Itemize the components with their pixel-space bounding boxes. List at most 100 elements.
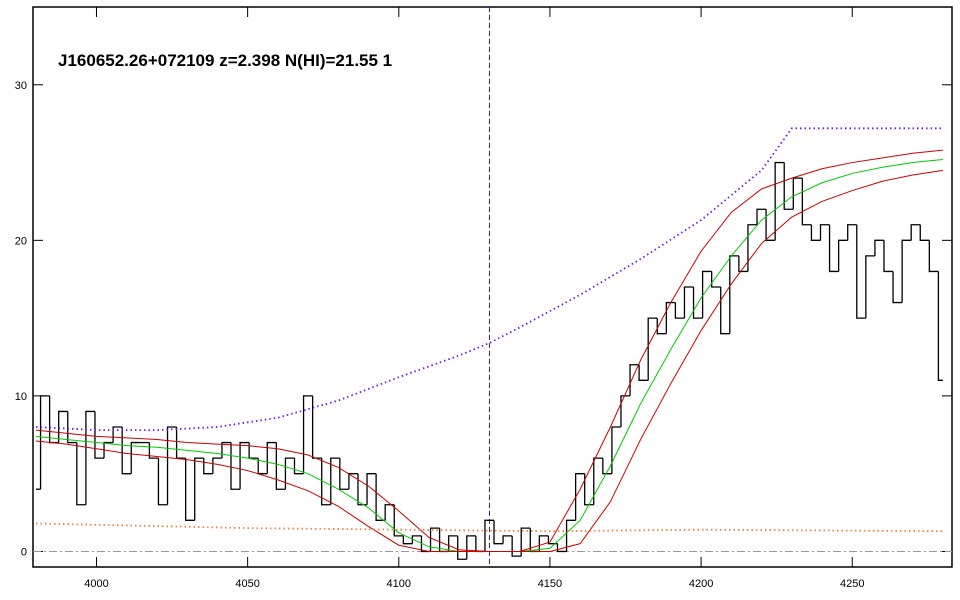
flux-step [366,473,377,505]
flux-step [847,224,857,241]
flux-step [611,426,621,474]
flux-step [166,426,177,505]
model-curve [35,169,944,552]
flux-step [683,286,694,319]
flux-step [565,519,576,552]
flux-step [747,224,758,272]
flux-step [475,535,485,553]
flux-step [212,457,222,474]
flux-step [348,473,358,490]
plot-frame [32,6,953,568]
flux-step [203,458,213,475]
x-tick-label: 4150 [538,578,562,590]
flux-step [302,395,313,474]
flux-step [910,224,921,241]
flux-step [194,457,204,521]
flux-step [810,224,821,241]
flux-step [701,270,712,319]
flux-step [819,224,830,241]
flux-step [674,302,685,319]
flux-step [928,240,939,273]
flux-step [311,395,322,459]
flux-step [157,458,168,506]
flux-step [148,442,159,459]
flux-step [856,224,866,319]
flux-step [538,535,549,552]
flux-step [402,535,413,545]
flux-step [393,504,404,537]
flux-step [48,395,59,444]
flux-step [321,458,331,506]
flux-step [774,161,785,241]
x-tick-label: 4250 [840,578,864,590]
flux-step [330,457,340,505]
flux-step [293,458,304,475]
flux-step [58,410,68,443]
flux-step [457,535,467,560]
x-tick-label: 4200 [689,578,713,590]
flux-step [466,535,476,560]
flux-step [720,287,730,335]
dotted-curve [35,127,943,432]
y-tick-label: 30 [15,80,27,92]
x-tick-label: 4050 [235,578,259,590]
flux-step [828,224,839,273]
flux-step [919,224,930,241]
flux-step [801,178,812,226]
flux-step [493,520,504,545]
flux-step [448,535,458,552]
flux-step [284,457,295,490]
flux-step [620,395,631,427]
flux-step [783,162,794,210]
flux-step [520,527,531,557]
flux-step [85,410,95,505]
dotted-curve [36,522,943,533]
x-tick-label: 4000 [84,578,108,590]
y-tick-label: 0 [21,546,27,558]
flux-step [266,441,277,474]
flux-step [185,458,195,521]
flux-step [901,239,912,303]
flux-step [94,411,105,459]
chart-title: J160652.26+072109 z=2.398 N(HI)=21.55 1 [58,51,392,70]
flux-step [665,301,676,334]
flux-step [602,458,612,475]
flux-step [629,364,640,396]
flux-step [130,441,141,474]
y-tick-label: 20 [15,235,27,247]
flux-step [874,239,884,256]
flux-step [239,441,250,490]
flux-step [484,519,495,552]
x-tick-label: 4100 [387,578,411,590]
flux-step [67,411,77,444]
flux-step [937,271,943,381]
flux-step [556,543,567,553]
flux-step [438,528,449,553]
flux-step [221,441,232,459]
flux-step [692,287,703,319]
y-tick-label: 10 [15,391,27,403]
flux-step [275,442,286,490]
flux-step [511,535,522,557]
flux-step [384,504,395,521]
flux-step [865,255,875,319]
flux-step [738,255,748,273]
flux-step [429,527,440,552]
flux-step [230,442,241,490]
flux-step [729,255,739,334]
flux-step [357,473,368,506]
flux-step [765,209,776,241]
flux-step [248,442,259,459]
flux-step [756,208,767,225]
flux-step [76,442,86,506]
flux-step [837,239,848,272]
flux-step [584,473,594,506]
flux-step [502,535,513,544]
flux-step [39,395,50,490]
flux-step [711,271,721,288]
flux-step [574,473,585,521]
flux-step [883,240,894,273]
flux-step [647,317,658,381]
flux-step [375,473,386,521]
